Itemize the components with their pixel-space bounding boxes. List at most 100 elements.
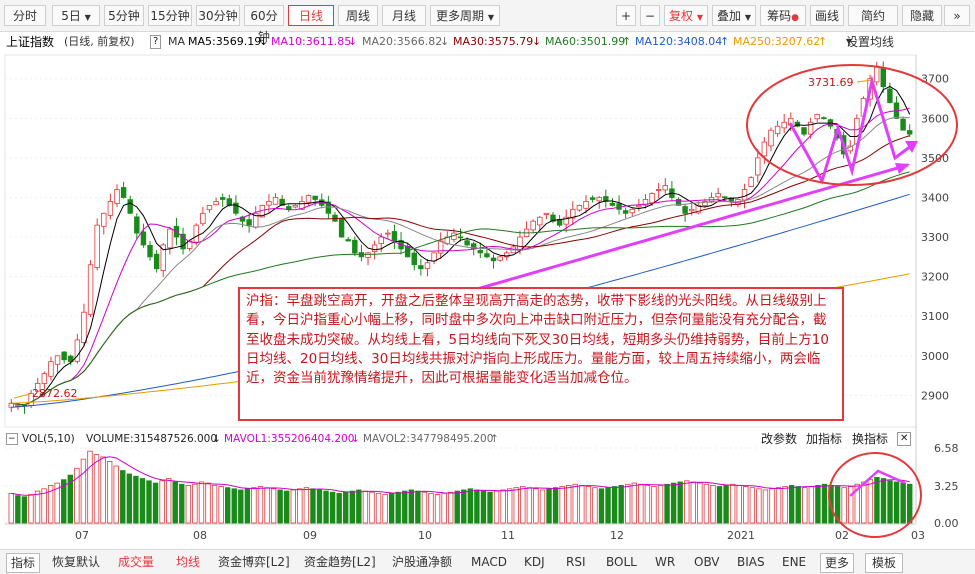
period-tab-daily[interactable]: 日线 — [288, 5, 334, 26]
volume-bar — [28, 494, 34, 524]
low-price-pointer — [13, 393, 31, 399]
red-dot-icon: ● — [791, 13, 799, 23]
volume-arrow — [849, 469, 906, 497]
volume-bar — [756, 488, 762, 524]
double-chevron-right-icon[interactable]: » — [944, 5, 970, 26]
volume-bar — [677, 481, 683, 524]
tab-rsi[interactable]: RSI — [566, 555, 586, 569]
volume-bar — [395, 491, 401, 524]
tab-obv[interactable]: OBV — [694, 555, 720, 569]
volume-bar — [205, 482, 211, 524]
date-axis: 07 08 09 10 11 12 2021 02 03 — [5, 523, 925, 542]
candle-body — [741, 189, 748, 201]
tab-restore-default[interactable]: 恢复默认 — [52, 555, 101, 569]
period-tab-intraday[interactable]: 分时 — [4, 5, 46, 26]
index-name: 上证指数 — [6, 35, 55, 49]
collapse-icon[interactable]: − — [6, 433, 18, 445]
volume-bar — [297, 488, 303, 524]
period-tab-weekly[interactable]: 周线 — [338, 5, 378, 26]
mavol-line — [11, 456, 910, 496]
tab-indicators[interactable]: 指标 — [6, 553, 41, 573]
tab-ene[interactable]: ENE — [782, 555, 807, 569]
add-indicator-button[interactable]: 加指标 — [806, 432, 843, 446]
period-tab-60min[interactable]: 60分钟 — [244, 5, 284, 44]
volume-bar — [716, 486, 723, 524]
tab-more[interactable]: 更多 — [820, 553, 855, 573]
volume-bar — [802, 487, 808, 524]
volume-bar — [159, 480, 165, 524]
hide-button[interactable]: 隐藏 — [902, 5, 942, 26]
candle-body — [411, 252, 417, 266]
period-tab-monthly[interactable]: 月线 — [382, 5, 426, 26]
switch-indicator-button[interactable]: 换指标 — [852, 432, 889, 446]
volume-bar — [277, 489, 283, 524]
volume-bar — [493, 490, 500, 524]
volume-bar — [231, 488, 237, 524]
volume-bar — [356, 489, 362, 524]
volume-bar — [323, 490, 329, 524]
candle-body — [576, 204, 583, 211]
tab-volume[interactable]: 成交量 — [118, 555, 155, 569]
ma250-value: MA250:3207.62 — [733, 35, 821, 48]
volume-bar — [441, 492, 447, 524]
volume-highlight-ellipse — [828, 452, 922, 538]
candle-body — [688, 208, 695, 212]
volume-bar — [808, 486, 815, 524]
draw-line-button[interactable]: 画线 — [810, 5, 844, 26]
volume-bar — [631, 482, 637, 524]
volume-bar — [179, 483, 185, 524]
volume-bar — [113, 465, 119, 524]
candle-body — [213, 201, 219, 206]
up-arrow-icon: ↑ — [622, 35, 632, 48]
change-params-button[interactable]: 改参数 — [761, 432, 798, 446]
period-tab-5day-label: 5日 — [61, 9, 81, 23]
candle-body — [15, 404, 21, 407]
candle-body — [305, 195, 312, 203]
period-tab-5day[interactable]: 5日 ▼ — [52, 5, 100, 26]
volume-bar — [54, 482, 60, 524]
volume-bar — [848, 486, 854, 524]
overlay-dropdown[interactable]: 叠加 ▼ — [712, 5, 756, 26]
period-tab-5min[interactable]: 5分钟 — [104, 5, 144, 26]
candle-body — [774, 125, 781, 135]
tab-boll[interactable]: BOLL — [606, 555, 637, 569]
tab-wr[interactable]: WR — [655, 555, 676, 569]
candle-body — [206, 204, 213, 211]
period-tab-30min[interactable]: 30分钟 — [196, 5, 240, 26]
adjust-dropdown[interactable]: 复权 ▼ — [664, 5, 708, 26]
tab-ma[interactable]: 均线 — [176, 555, 201, 569]
chevron-down-icon: ▼ — [487, 13, 494, 22]
month-label: 09 — [303, 529, 317, 542]
simple-mode-button[interactable]: 简约 — [848, 5, 898, 26]
tab-macd[interactable]: MACD — [471, 555, 507, 569]
volume-bar — [343, 491, 349, 524]
volume-bar — [749, 487, 756, 524]
volume-bar — [375, 492, 382, 524]
zoom-out-button[interactable]: − — [640, 5, 660, 26]
chips-label: 筹码 — [767, 9, 792, 23]
help-icon[interactable]: ? — [150, 35, 162, 49]
period-tab-15min[interactable]: 15分钟 — [148, 5, 192, 26]
more-periods-dropdown[interactable]: 更多周期 ▼ — [430, 5, 500, 26]
month-label: 10 — [418, 529, 432, 542]
close-icon[interactable]: ✕ — [897, 432, 912, 446]
template-button[interactable]: 模板 — [865, 553, 904, 573]
candle-body — [233, 202, 239, 214]
candle-body — [543, 212, 550, 215]
price-tick-label: 3300 — [921, 231, 949, 244]
tab-northbound[interactable]: 沪股通净额 — [392, 555, 453, 569]
tab-fund-game[interactable]: 资金博弈[L2] — [218, 555, 290, 569]
arrowhead-icon — [895, 163, 910, 174]
candle-body — [87, 264, 94, 315]
zoom-in-button[interactable]: + — [616, 5, 636, 26]
candle-body — [193, 224, 199, 243]
tab-bias[interactable]: BIAS — [737, 555, 765, 569]
volume-bar — [382, 494, 388, 524]
candle-body — [748, 177, 754, 187]
volume-bar — [100, 456, 106, 524]
chips-button[interactable]: 筹码● — [760, 5, 806, 26]
tab-fund-trend[interactable]: 资金趋势[L2] — [304, 555, 376, 569]
candle-body — [675, 199, 682, 206]
tab-kdj[interactable]: KDJ — [524, 555, 545, 569]
volume-bar — [251, 487, 257, 524]
